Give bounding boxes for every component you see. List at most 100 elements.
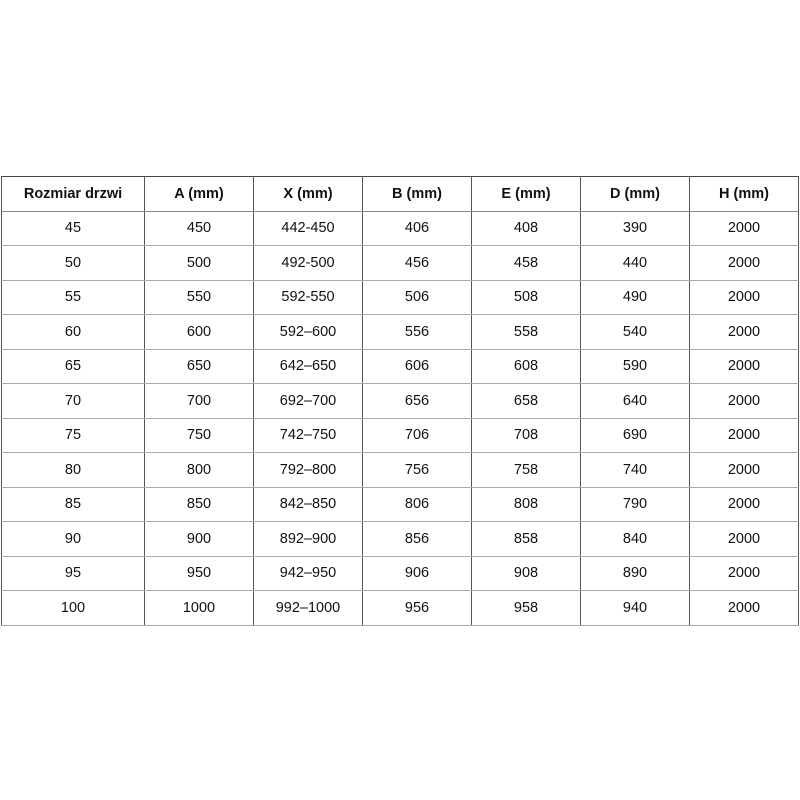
table-cell: 808 [471,487,581,522]
table-cell: 2000 [689,590,799,626]
table-cell: 1000 [144,590,254,626]
column-header: B (mm) [362,176,472,212]
table-cell: 842–850 [253,487,363,522]
table-cell: 892–900 [253,521,363,557]
table-cell: 906 [362,556,472,591]
table-cell: 740 [580,452,690,488]
table-cell: 2000 [689,211,799,246]
table-row: 95 950 942–950 906 908 890 2000 [1,556,799,591]
table-cell: 540 [580,314,690,350]
table-cell: 642–650 [253,349,363,384]
table-cell: 690 [580,418,690,453]
table-cell: 50 [1,245,145,281]
table-cell: 640 [580,383,690,419]
table-cell: 742–750 [253,418,363,453]
table-row: 85 850 842–850 806 808 790 2000 [1,487,799,522]
table-cell: 508 [471,280,581,315]
table-cell: 650 [144,349,254,384]
table-cell: 2000 [689,280,799,315]
table-cell: 840 [580,521,690,557]
table-cell: 500 [144,245,254,281]
header-row: Rozmiar drzwi A (mm) X (mm) B (mm) E (mm) D (… [1,176,799,212]
table-cell: 2000 [689,245,799,281]
table-cell: 756 [362,452,472,488]
table-cell: 2000 [689,521,799,557]
table-cell: 592-550 [253,280,363,315]
table-cell: 45 [1,211,145,246]
table-cell: 55 [1,280,145,315]
table-cell: 2000 [689,349,799,384]
table-cell: 75 [1,418,145,453]
table-cell: 692–700 [253,383,363,419]
table-row: 80 800 792–800 756 758 740 2000 [1,452,799,488]
table-row: 60 600 592–600 556 558 540 2000 [1,314,799,350]
table-cell: 450 [144,211,254,246]
table-cell: 900 [144,521,254,557]
table-cell: 456 [362,245,472,281]
column-header: E (mm) [471,176,581,212]
table-row: 65 650 642–650 606 608 590 2000 [1,349,799,384]
table-cell: 608 [471,349,581,384]
table-cell: 940 [580,590,690,626]
table-row: 90 900 892–900 856 858 840 2000 [1,521,799,557]
table-cell: 606 [362,349,472,384]
table-cell: 658 [471,383,581,419]
table-cell: 2000 [689,418,799,453]
column-header: X (mm) [253,176,363,212]
table-cell: 442-450 [253,211,363,246]
table-cell: 758 [471,452,581,488]
table-cell: 406 [362,211,472,246]
door-size-table: Rozmiar drzwi A (mm) X (mm) B (mm) E (mm) D (… [1,176,799,626]
table-row: 45 450 442-450 406 408 390 2000 [1,211,799,246]
table-row: 75 750 742–750 706 708 690 2000 [1,418,799,453]
table-cell: 492-500 [253,245,363,281]
table-cell: 750 [144,418,254,453]
table-cell: 800 [144,452,254,488]
table-row: 55 550 592-550 506 508 490 2000 [1,280,799,315]
table-cell: 992–1000 [253,590,363,626]
column-header: Rozmiar drzwi [1,176,145,212]
table-cell: 706 [362,418,472,453]
table-cell: 65 [1,349,145,384]
column-header: H (mm) [689,176,799,212]
table-cell: 458 [471,245,581,281]
table-cell: 60 [1,314,145,350]
table-cell: 950 [144,556,254,591]
table-cell: 956 [362,590,472,626]
column-header: D (mm) [580,176,690,212]
table-cell: 2000 [689,314,799,350]
table-cell: 656 [362,383,472,419]
table-row: 100 1000 992–1000 956 958 940 2000 [1,590,799,626]
table-cell: 890 [580,556,690,591]
table-cell: 600 [144,314,254,350]
table-cell: 790 [580,487,690,522]
table-cell: 85 [1,487,145,522]
table-cell: 592–600 [253,314,363,350]
table-row: 50 500 492-500 456 458 440 2000 [1,245,799,281]
table-cell: 708 [471,418,581,453]
table-cell: 490 [580,280,690,315]
table-cell: 2000 [689,556,799,591]
table-cell: 2000 [689,487,799,522]
table-cell: 856 [362,521,472,557]
table-cell: 90 [1,521,145,557]
table-cell: 2000 [689,383,799,419]
table-cell: 95 [1,556,145,591]
table-cell: 80 [1,452,145,488]
table-cell: 100 [1,590,145,626]
table-cell: 958 [471,590,581,626]
column-header: A (mm) [144,176,254,212]
table-row: 70 700 692–700 656 658 640 2000 [1,383,799,419]
table-cell: 792–800 [253,452,363,488]
table-cell: 590 [580,349,690,384]
table-cell: 550 [144,280,254,315]
table-cell: 558 [471,314,581,350]
table-cell: 408 [471,211,581,246]
table-cell: 440 [580,245,690,281]
table-cell: 556 [362,314,472,350]
table-cell: 506 [362,280,472,315]
table-cell: 942–950 [253,556,363,591]
table-cell: 908 [471,556,581,591]
table-cell: 806 [362,487,472,522]
table-cell: 390 [580,211,690,246]
